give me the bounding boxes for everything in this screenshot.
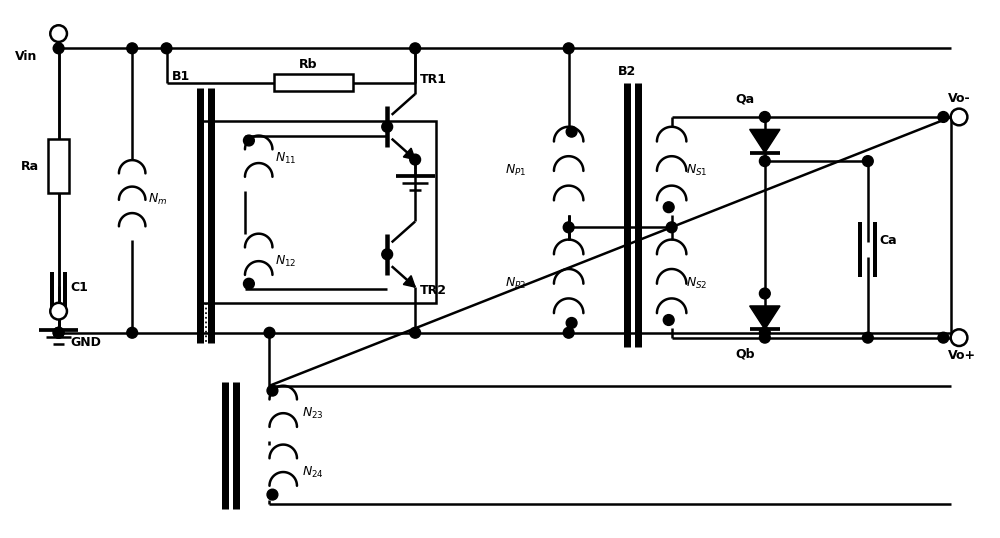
Circle shape bbox=[563, 327, 574, 338]
Circle shape bbox=[127, 327, 138, 338]
Circle shape bbox=[759, 332, 770, 343]
Circle shape bbox=[50, 25, 67, 42]
Text: $N_{23}$: $N_{23}$ bbox=[302, 406, 324, 421]
Circle shape bbox=[759, 111, 770, 122]
Text: Vin: Vin bbox=[14, 50, 37, 63]
Text: Vo+: Vo+ bbox=[948, 349, 976, 362]
Text: TR1: TR1 bbox=[420, 73, 447, 86]
Circle shape bbox=[382, 249, 393, 260]
Text: Qb: Qb bbox=[735, 347, 755, 360]
Circle shape bbox=[759, 288, 770, 299]
Circle shape bbox=[53, 327, 64, 338]
Circle shape bbox=[563, 222, 574, 233]
Text: Ca: Ca bbox=[880, 235, 897, 247]
Circle shape bbox=[244, 278, 254, 289]
Text: Rb: Rb bbox=[299, 58, 317, 71]
Circle shape bbox=[938, 332, 949, 343]
Circle shape bbox=[759, 155, 770, 166]
Polygon shape bbox=[750, 129, 780, 153]
Text: $N_{P1}$: $N_{P1}$ bbox=[505, 164, 526, 179]
Circle shape bbox=[563, 43, 574, 54]
Circle shape bbox=[267, 385, 278, 396]
Circle shape bbox=[862, 155, 873, 166]
Circle shape bbox=[53, 327, 64, 338]
Circle shape bbox=[663, 315, 674, 325]
Text: $N_{S1}$: $N_{S1}$ bbox=[686, 164, 708, 179]
Circle shape bbox=[663, 202, 674, 213]
Polygon shape bbox=[750, 306, 780, 329]
Circle shape bbox=[951, 109, 967, 125]
Circle shape bbox=[161, 43, 172, 54]
Circle shape bbox=[566, 317, 577, 328]
Circle shape bbox=[50, 303, 67, 320]
Circle shape bbox=[410, 43, 421, 54]
Circle shape bbox=[759, 327, 770, 338]
Text: C1: C1 bbox=[70, 281, 88, 294]
Circle shape bbox=[566, 126, 577, 137]
Bar bbox=[201, 121, 436, 303]
Circle shape bbox=[862, 332, 873, 343]
Text: Vo-: Vo- bbox=[948, 92, 971, 105]
Text: $N_{11}$: $N_{11}$ bbox=[275, 151, 297, 166]
Text: $N_{S2}$: $N_{S2}$ bbox=[686, 276, 708, 291]
Text: $N_{24}$: $N_{24}$ bbox=[302, 464, 324, 479]
Text: $N_{12}$: $N_{12}$ bbox=[275, 253, 297, 268]
Circle shape bbox=[410, 154, 421, 165]
Text: B1: B1 bbox=[171, 70, 190, 83]
Text: TR2: TR2 bbox=[420, 284, 447, 296]
Text: Qa: Qa bbox=[735, 92, 755, 105]
Circle shape bbox=[382, 122, 393, 132]
Circle shape bbox=[666, 222, 677, 233]
Polygon shape bbox=[403, 148, 415, 160]
Text: B2: B2 bbox=[618, 65, 636, 78]
Text: Ra: Ra bbox=[21, 159, 39, 173]
Text: GND: GND bbox=[70, 336, 101, 349]
Text: $N_{P2}$: $N_{P2}$ bbox=[505, 276, 526, 291]
Circle shape bbox=[244, 135, 254, 146]
Circle shape bbox=[410, 327, 421, 338]
Circle shape bbox=[938, 111, 949, 122]
Bar bbox=[274, 74, 353, 91]
Circle shape bbox=[127, 43, 138, 54]
Circle shape bbox=[264, 327, 275, 338]
Bar bbox=[48, 139, 69, 193]
Text: $N_m$: $N_m$ bbox=[148, 192, 168, 208]
Polygon shape bbox=[403, 275, 415, 287]
Circle shape bbox=[53, 43, 64, 54]
Circle shape bbox=[951, 329, 967, 346]
Circle shape bbox=[267, 489, 278, 500]
